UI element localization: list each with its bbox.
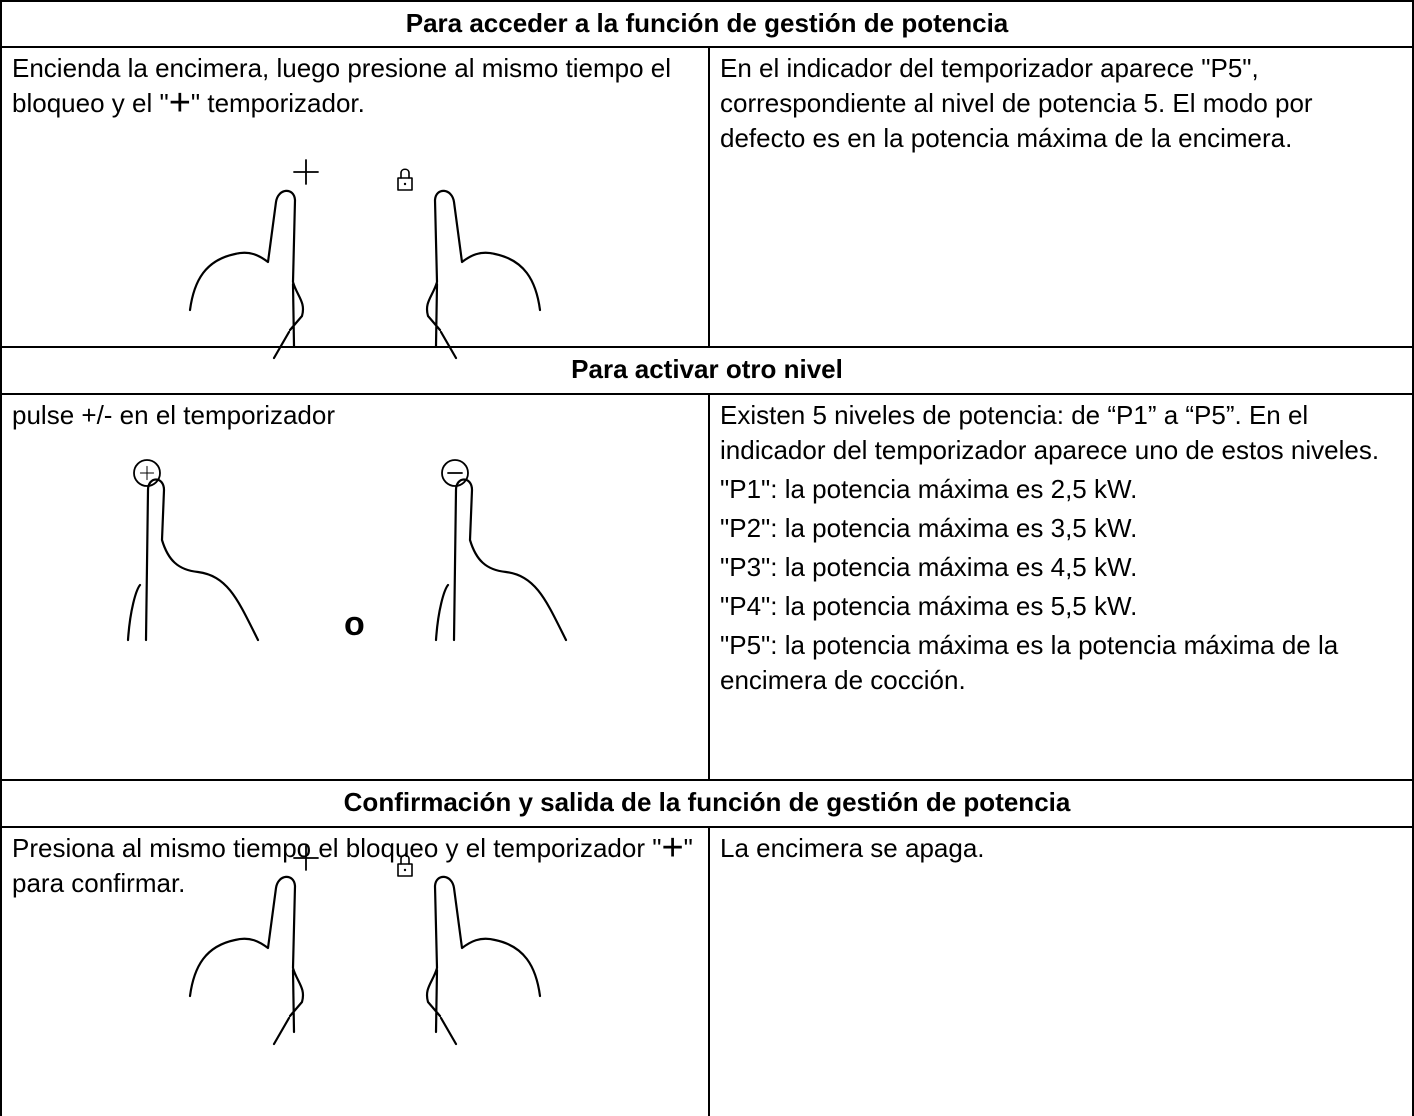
left-cell: pulse +/- en el temporizador (0, 393, 708, 779)
description: "P1": la potencia máxima es 2,5 kW. (720, 474, 1138, 504)
instruction: Encienda la encimera, luego presione al … (12, 53, 672, 118)
description: En el indicador del temporizador aparece… (720, 53, 1313, 153)
instruction: " temporizador. (190, 88, 365, 118)
instruction: Presiona al mismo tiempo el bloqueo y el… (12, 833, 662, 863)
instruction: pulse +/- en el temporizador (12, 400, 336, 430)
left-cell: Presiona al mismo tiempo el bloqueo y el… (0, 826, 708, 1116)
right-cell: Existen 5 niveles de potencia: de “P1” a… (708, 393, 1414, 779)
description: La encimera se apaga. (720, 833, 985, 863)
description: "P3": la potencia máxima es 4,5 kW. (720, 552, 1138, 582)
plus-symbol: + (661, 827, 684, 869)
instruction: " para confirmar. (12, 833, 693, 898)
plus-symbol: + (168, 82, 191, 124)
description: "P5": la potencia máxima es la potencia … (720, 630, 1339, 695)
right-cell: En el indicador del temporizador aparece… (708, 46, 1414, 346)
description: "P4": la potencia máxima es 5,5 kW. (720, 591, 1138, 621)
section-heading: Para acceder a la función de gestión de … (0, 0, 1414, 46)
description: "P2": la potencia máxima es 3,5 kW. (720, 513, 1138, 543)
section-heading: Confirmación y salida de la función de g… (0, 779, 1414, 826)
description: Existen 5 niveles de potencia: de “P1” a… (720, 400, 1380, 465)
section-heading: Para activar otro nivel (0, 346, 1414, 393)
right-cell: La encimera se apaga. (708, 826, 1414, 1116)
left-cell: Encienda la encimera, luego presione al … (0, 46, 708, 346)
separator: o (344, 605, 365, 643)
